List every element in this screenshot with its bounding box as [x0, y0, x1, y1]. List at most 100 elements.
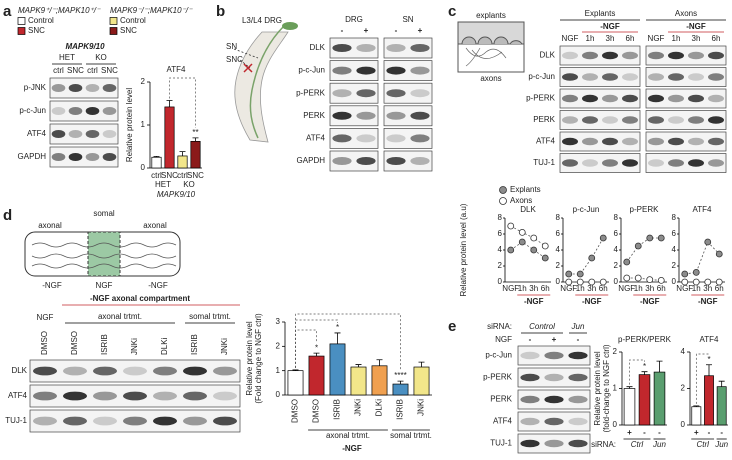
chart-title: ATF4 — [693, 205, 713, 214]
x-tick-label: + — [627, 428, 632, 437]
blot-band — [386, 134, 406, 143]
blot-band — [648, 159, 664, 167]
row-label: DLK — [11, 366, 27, 375]
x-tick-label: ctrl — [151, 171, 162, 180]
data-point — [518, 228, 526, 236]
lane-label: - — [341, 26, 344, 35]
y-tick-label: 6 — [556, 229, 561, 238]
blot-band — [562, 159, 578, 167]
significance: ** — [192, 128, 198, 137]
y-tick-label: 2 — [672, 261, 677, 270]
x-tick-label: + — [694, 428, 699, 437]
blot-band — [568, 417, 588, 426]
panel-label: a — [3, 3, 12, 20]
x-tick-label: - — [658, 428, 661, 437]
blot-band — [562, 116, 578, 124]
blot-band — [410, 111, 430, 120]
x-tick-label: ctrl — [177, 171, 188, 180]
comparison-bracket — [169, 77, 196, 128]
blot-band — [68, 153, 83, 161]
blot-band — [68, 107, 83, 115]
blot-band — [688, 159, 704, 167]
blot-band — [648, 94, 664, 103]
blot-band — [93, 366, 117, 376]
blot-strip — [383, 128, 433, 149]
error-bar — [355, 364, 362, 368]
chart-title: DLK — [520, 205, 536, 214]
lane-label: - — [529, 335, 532, 344]
lane-label: 1h — [586, 34, 595, 43]
x-tick-label: 1h — [576, 284, 585, 293]
blot-band — [213, 391, 237, 401]
data-point — [681, 278, 689, 286]
blot-strip — [329, 105, 379, 127]
blot-band — [183, 391, 207, 401]
lane-label: ISRIB — [100, 334, 109, 355]
blot-band — [102, 153, 117, 161]
x-tick-label: NGF — [676, 284, 693, 293]
sirna-group: Jun — [714, 440, 728, 449]
x-tick-label: 3h — [587, 284, 596, 293]
row-label: DLK — [309, 43, 325, 52]
blot-band — [332, 44, 352, 52]
sirna-group: Control — [529, 322, 555, 331]
y-axis-label: (Fold change to NGF ctrl) — [254, 313, 263, 404]
data-point — [541, 254, 549, 262]
comparison-bracket — [295, 319, 338, 368]
lane-label: DMSO — [40, 331, 49, 355]
blot-band — [668, 116, 684, 124]
crush-mark — [243, 63, 253, 73]
blot-band — [63, 366, 87, 376]
blot-band — [85, 84, 100, 92]
blot-strip — [559, 45, 641, 66]
comparison-bracket — [295, 329, 317, 368]
diagram-label: somal — [93, 209, 115, 218]
x-tick-label: 6h — [599, 284, 608, 293]
blot-band — [520, 395, 540, 404]
blot-band — [622, 94, 638, 103]
panel-label: c — [448, 3, 456, 20]
y-tick-label: 0 — [681, 420, 686, 429]
x-tick-label: 6h — [541, 284, 550, 293]
blot-band — [85, 153, 100, 161]
x-tick-label: - — [708, 428, 711, 437]
diagram-label: explants — [476, 11, 506, 20]
blot-strip — [383, 150, 433, 172]
blot-band — [33, 391, 57, 401]
blot-band — [356, 66, 376, 75]
error-bar — [179, 151, 186, 156]
lane-label: + — [364, 26, 369, 35]
row-label: p-PERK — [296, 88, 326, 97]
data-point — [599, 234, 607, 242]
blot-band — [332, 157, 352, 165]
blot-band — [582, 73, 598, 81]
y-tick-label: 6 — [614, 229, 619, 238]
blot-strip — [559, 88, 641, 109]
blot-band — [386, 44, 406, 52]
x-tick-label: NGF — [502, 284, 519, 293]
x-axis-label: MAPK9/10 — [157, 190, 196, 199]
y-tick-label: 6 — [498, 229, 503, 238]
blot-band — [332, 89, 352, 98]
blot-band — [123, 366, 147, 376]
group-label: axonal trtmt. — [326, 431, 370, 440]
blot-strip — [559, 67, 641, 87]
blot-strip — [329, 60, 379, 81]
y-axis-label: Relative protein level (a.u) — [459, 203, 468, 296]
row-label: ATF4 — [27, 129, 47, 138]
group-label: KO — [183, 180, 195, 189]
bar — [653, 371, 666, 426]
blot-band — [688, 51, 704, 60]
blot-band — [68, 130, 83, 138]
data-point — [634, 242, 642, 250]
blot-band — [602, 94, 618, 103]
blot-band — [648, 137, 664, 146]
x-axis-label: -NGF — [640, 297, 660, 306]
row-label: TUJ-1 — [5, 416, 27, 425]
data-point — [565, 270, 573, 278]
blot-strip — [329, 150, 379, 172]
blot-band — [602, 51, 618, 60]
blot-band — [51, 153, 66, 161]
blot-band — [602, 73, 618, 81]
blot-band — [544, 439, 564, 448]
